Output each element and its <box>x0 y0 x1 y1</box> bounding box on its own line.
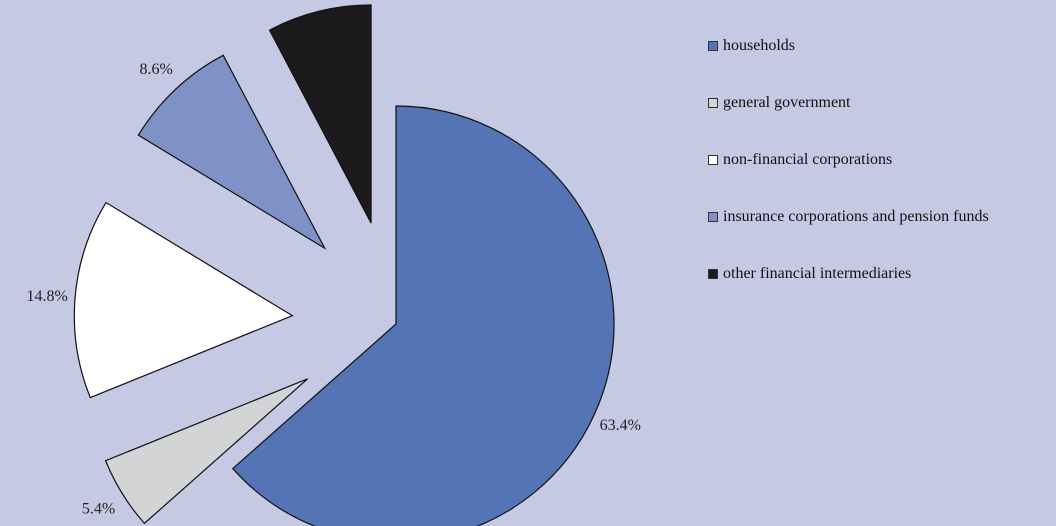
data-label-insurance-corporations-and-pension-funds: 8.6% <box>140 61 173 78</box>
legend-item-non-financial-corporations: non-financial corporations <box>708 150 989 170</box>
data-label-households: 63.4% <box>600 417 641 434</box>
legend-label-general-government: general government <box>723 94 851 111</box>
legend-item-general-government: general government <box>708 93 989 113</box>
pie-slice-insurance-corporations-and-pension-funds <box>137 54 327 250</box>
pie-slice-households <box>231 105 615 526</box>
legend-item-households: households <box>708 36 989 56</box>
legend-label-non-financial-corporations: non-financial corporations <box>723 151 893 168</box>
legend-label-insurance-pension: insurance corporations and pension funds <box>723 208 989 225</box>
legend-swatch-non-financial-corporations <box>708 155 718 165</box>
legend-swatch-general-government <box>708 98 718 108</box>
legend-label-other-financial: other financial intermediaries <box>723 265 912 282</box>
legend-item-other-financial: other financial intermediaries <box>708 264 989 284</box>
pie-slice-other-financial-intermediaries <box>268 4 372 224</box>
legend-swatch-insurance-pension <box>708 212 718 222</box>
legend-label-households: households <box>723 37 795 54</box>
pie-slice-general-government <box>104 378 309 525</box>
data-label-non-financial-corporations: 14.8% <box>26 288 67 305</box>
legend-swatch-households <box>708 41 718 51</box>
data-label-general-government: 5.4% <box>82 500 115 517</box>
legend-item-insurance-pension: insurance corporations and pension funds <box>708 207 989 227</box>
pie-slice-non-financial-corporations <box>73 201 294 399</box>
legend: households general government non-financ… <box>708 36 989 321</box>
legend-swatch-other-financial <box>708 269 718 279</box>
